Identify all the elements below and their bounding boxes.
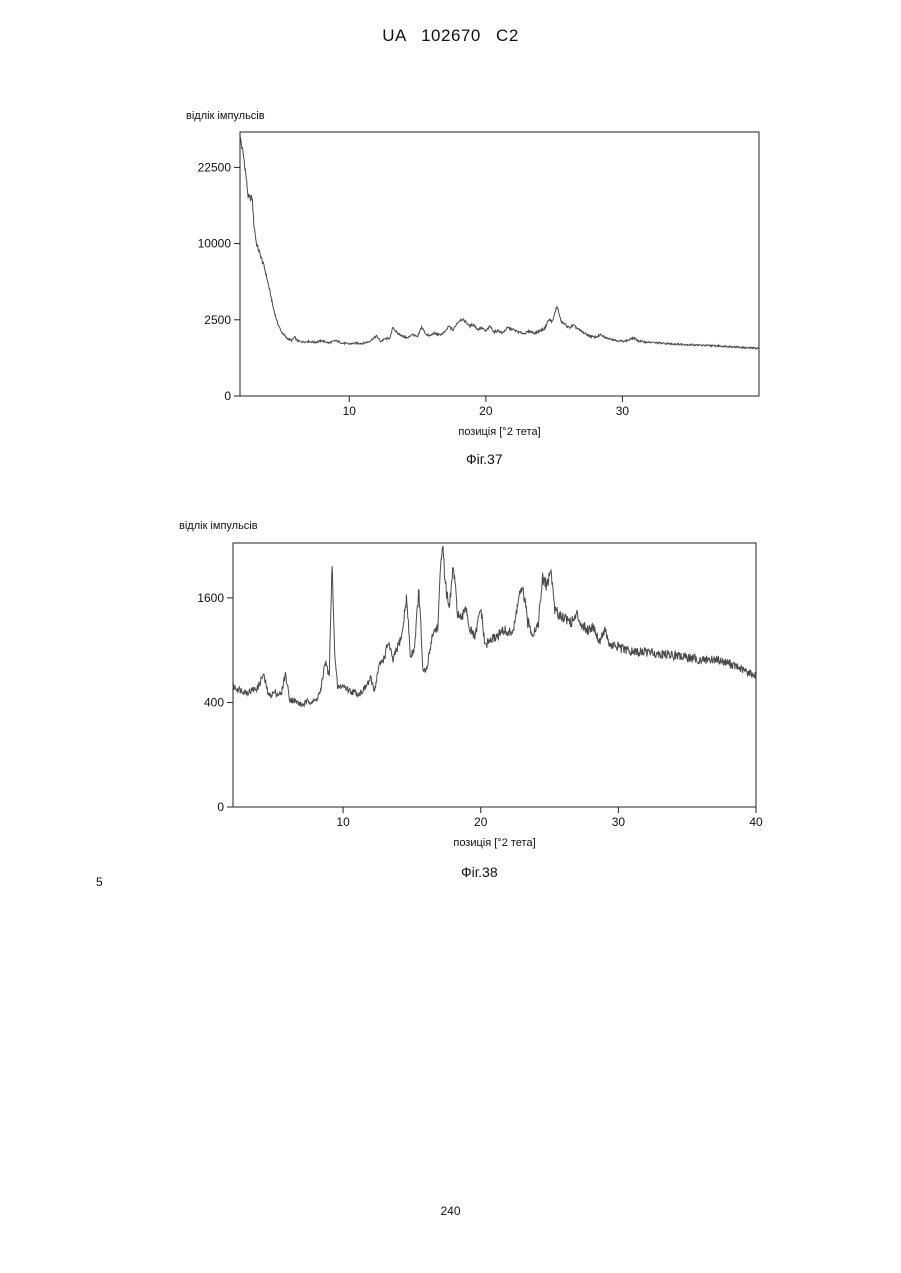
page-number: 240: [0, 1204, 901, 1218]
y-tick-label: 1600: [197, 591, 224, 605]
plot-frame: [233, 543, 756, 807]
y-tick-label: 0: [217, 800, 224, 814]
fig38-caption: Фіг.38: [461, 864, 498, 880]
margin-line-number: 5: [96, 875, 103, 889]
x-tick-label: 20: [474, 815, 488, 829]
y-tick-label: 400: [204, 695, 224, 709]
x-axis-title: позиція [°2 тета]: [453, 837, 535, 849]
x-tick-label: 40: [749, 815, 763, 829]
diffraction-series-line: [233, 546, 756, 707]
x-tick-label: 30: [612, 815, 626, 829]
x-tick-label: 10: [336, 815, 350, 829]
